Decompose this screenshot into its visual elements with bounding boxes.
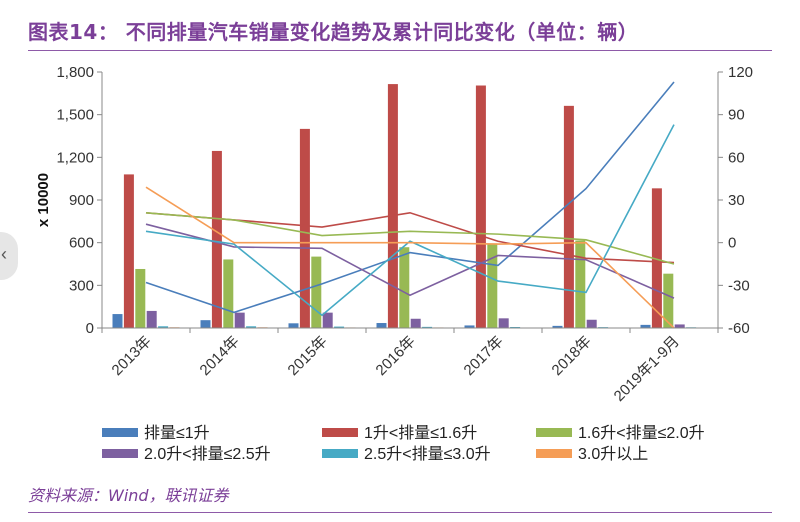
bar: [575, 240, 586, 328]
legend-swatch: [322, 428, 358, 437]
y-tick-label-left: 900: [69, 192, 94, 209]
legend-label: 1升<排量≤1.6升: [364, 424, 477, 442]
y-tick-label-right: 60: [728, 149, 745, 166]
bar: [674, 324, 685, 328]
y-tick-label-left: 0: [86, 320, 94, 337]
series-line: [145, 124, 675, 317]
bar: [498, 318, 509, 328]
x-tick-label: 2019年1-9月: [611, 333, 683, 405]
bars-layer: [112, 84, 708, 329]
bar: [246, 326, 257, 328]
source-divider: [28, 512, 772, 513]
bar: [200, 320, 211, 328]
series-line: [145, 212, 675, 265]
y-tick-label-left: 1,500: [56, 107, 94, 124]
bar: [475, 85, 486, 328]
x-tick-label: 2018年: [549, 333, 595, 379]
legend-swatch: [322, 449, 358, 458]
bar: [663, 273, 674, 328]
title-divider: [28, 50, 772, 51]
bar: [487, 243, 498, 328]
y-tick-label-right: 30: [728, 192, 745, 209]
y-tick-label-right: -60: [728, 320, 750, 337]
y-tick-label-left: 300: [69, 277, 94, 294]
bar: [376, 323, 387, 328]
y-tick-label-right: 120: [728, 64, 753, 81]
bar: [586, 319, 597, 328]
y-tick-label-right: 0: [728, 235, 736, 252]
legend-label: 排量≤1升: [144, 424, 210, 442]
bar: [640, 324, 651, 328]
bar: [311, 256, 322, 328]
bar: [211, 150, 222, 328]
bar: [299, 128, 310, 328]
bar: [552, 325, 563, 328]
y-tick-label-left: 1,200: [56, 149, 94, 166]
legend-label: 1.6升<排量≤2.0升: [578, 424, 705, 442]
x-tick-label: 2015年: [285, 333, 331, 379]
series-line: [145, 223, 675, 299]
y-tick-label-right: 90: [728, 107, 745, 124]
side-collapse-handle[interactable]: ‹: [0, 232, 18, 280]
chevron-left-icon: ‹: [1, 244, 7, 264]
legend-swatch: [102, 449, 138, 458]
bar: [123, 174, 134, 328]
legend-label: 3.0升以上: [578, 445, 648, 463]
x-tick-label: 2016年: [373, 333, 419, 379]
bar: [334, 326, 345, 328]
bar: [135, 268, 146, 328]
bar: [651, 188, 662, 328]
y-tick-label-left: 1,800: [56, 64, 94, 81]
x-tick-label: 2017年: [461, 333, 507, 379]
y-tick-label-right: -30: [728, 277, 750, 294]
legend-label: 2.5升<排量≤3.0升: [364, 445, 491, 463]
bar: [234, 312, 245, 328]
x-tick-label: 2014年: [197, 333, 243, 379]
bar: [146, 310, 157, 328]
legend-swatch: [536, 449, 572, 458]
bar: [158, 326, 169, 328]
series-line: [145, 81, 675, 314]
bar: [464, 325, 475, 328]
x-tick-label: 2013年: [109, 333, 155, 379]
bar: [399, 247, 410, 328]
source-note: 资料来源：Wind，联讯证券: [28, 486, 229, 505]
bar: [288, 323, 299, 328]
bar: [387, 84, 398, 328]
bar: [112, 314, 123, 328]
bar: [410, 318, 421, 328]
bar: [563, 105, 574, 328]
legend-swatch: [536, 428, 572, 437]
legend: 排量≤1升 1升<排量≤1.6升 1.6升<排量≤2.0升 2.0升<排量≤2.5升 2…: [102, 424, 705, 463]
series-line: [145, 186, 675, 329]
y-axis-title: x 10000: [35, 173, 52, 227]
lines-layer: [145, 81, 675, 329]
y-tick-label-left: 600: [69, 235, 94, 252]
chart-title: 图表14： 不同排量汽车销量变化趋势及累计同比变化（单位：辆）: [28, 20, 639, 44]
bar: [422, 326, 433, 328]
legend-swatch: [102, 428, 138, 437]
bar: [223, 259, 234, 328]
legend-label: 2.0升<排量≤2.5升: [144, 445, 271, 463]
bar: [322, 312, 333, 328]
